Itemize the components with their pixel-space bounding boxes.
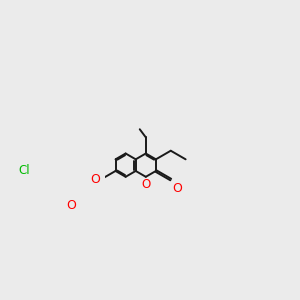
Text: O: O	[141, 178, 150, 191]
Text: O: O	[172, 182, 182, 195]
Text: O: O	[90, 173, 100, 186]
Text: Cl: Cl	[19, 164, 30, 178]
Text: O: O	[66, 199, 76, 212]
